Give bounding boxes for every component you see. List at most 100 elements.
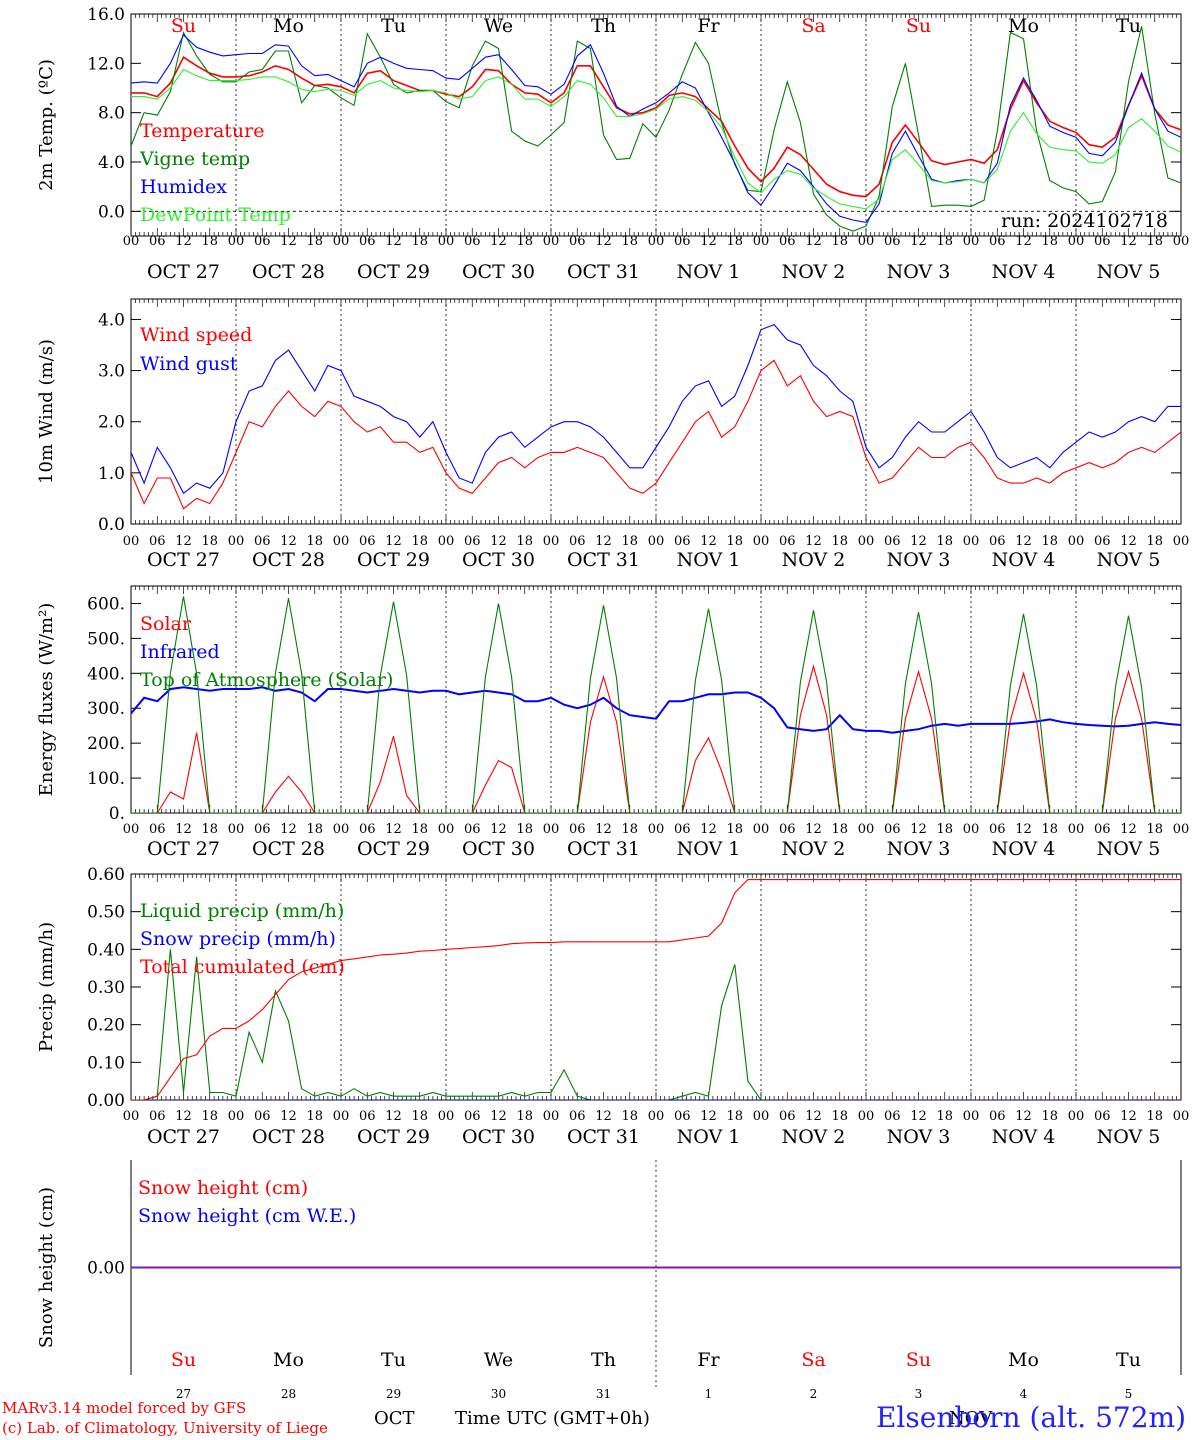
hour-tick-label: 00 — [963, 1109, 980, 1124]
y-tick-label: 12.0 — [87, 54, 125, 74]
hour-tick-label: 06 — [674, 822, 691, 837]
hour-tick-label: 06 — [779, 1109, 796, 1124]
plot-frame — [130, 585, 1182, 814]
legend-entry: DewPoint Temp — [140, 204, 291, 226]
y-tick-label: 0.10 — [87, 1053, 125, 1073]
hour-tick-label: 18 — [1146, 234, 1163, 249]
day-number-label: 31 — [596, 1387, 611, 1401]
hour-tick-label: 00 — [753, 234, 770, 249]
date-label: OCT 28 — [252, 261, 325, 283]
hour-tick-label: 18 — [621, 234, 638, 249]
hour-tick-label: 18 — [621, 822, 638, 837]
hour-tick-label: 12 — [490, 534, 507, 549]
weekday-label: Su — [171, 15, 196, 37]
hour-tick-label: 18 — [201, 1109, 218, 1124]
day-number-label: 2 — [810, 1387, 818, 1401]
y-tick-label: 0.60 — [87, 865, 125, 885]
legend-entry: Humidex — [140, 176, 227, 198]
weekday-label: Mo — [273, 1349, 304, 1371]
hour-tick-label: 12 — [910, 822, 927, 837]
date-label: NOV 3 — [887, 1126, 951, 1148]
hour-tick-label: 00 — [123, 234, 140, 249]
y-tick-label: 0.20 — [87, 1016, 125, 1036]
hour-tick-label: 00 — [963, 534, 980, 549]
hour-tick-label: 18 — [411, 534, 428, 549]
hour-tick-label: 06 — [779, 234, 796, 249]
hour-tick-label: 06 — [674, 1109, 691, 1124]
hour-tick-label: 18 — [1041, 534, 1058, 549]
legend-entry: Snow height (cm W.E.) — [138, 1205, 356, 1227]
date-label: OCT 31 — [567, 261, 640, 283]
hour-tick-label: 18 — [726, 534, 743, 549]
hour-tick-label: 12 — [1015, 234, 1032, 249]
hour-tick-label: 00 — [333, 1109, 350, 1124]
hour-tick-label: 06 — [1094, 534, 1111, 549]
hour-tick-label: 00 — [543, 534, 560, 549]
date-label: NOV 3 — [887, 549, 951, 571]
weekday-label: Mo — [1008, 1349, 1039, 1371]
date-label: NOV 1 — [677, 1126, 741, 1148]
hour-tick-label: 12 — [700, 234, 717, 249]
panel-precip: 0.00 0.10 0.20 0.30 0.40 0.50 0.60 Precip (mm/h… — [36, 865, 1189, 1148]
model-credit: MARv3.14 model forced by GFS — [2, 1399, 246, 1417]
weekday-label: Fr — [697, 1349, 720, 1371]
y-tick-label: 500. — [87, 629, 125, 649]
hour-tick-label: 18 — [1041, 822, 1058, 837]
hour-tick-label: 06 — [149, 1109, 166, 1124]
hour-tick-label: 18 — [621, 1109, 638, 1124]
legend-entry: Top of Atmosphere (Solar) — [140, 669, 393, 691]
hour-tick-label: 00 — [228, 1109, 245, 1124]
hour-tick-label: 00 — [543, 234, 560, 249]
hour-tick-label: 12 — [175, 822, 192, 837]
hour-tick-label: 00 — [858, 822, 875, 837]
day-number-label: 4 — [1020, 1387, 1028, 1401]
hour-tick-label: 00 — [1068, 822, 1085, 837]
hour-tick-label: 12 — [1120, 234, 1137, 249]
hour-tick-label: 18 — [831, 1109, 848, 1124]
hour-tick-label: 06 — [254, 234, 271, 249]
day-number-label: 1 — [705, 1387, 713, 1401]
hour-tick-label: 12 — [385, 534, 402, 549]
hour-tick-label: 12 — [805, 1109, 822, 1124]
hour-tick-label: 18 — [201, 822, 218, 837]
hour-tick-label: 06 — [254, 822, 271, 837]
hour-tick-label: 00 — [1173, 1109, 1190, 1124]
weekday-label: Sa — [801, 1349, 825, 1371]
hour-tick-label: 00 — [753, 534, 770, 549]
panel-snow: 0.00 Snow height (cm) Su Mo Tu We Th Fr Sa Su Mo Tu… — [36, 1160, 1182, 1401]
hour-tick-label: 00 — [648, 234, 665, 249]
y-axis-title: Precip (mm/h) — [36, 922, 57, 1052]
hour-tick-label: 18 — [411, 234, 428, 249]
hour-tick-label: 18 — [726, 1109, 743, 1124]
hour-tick-label: 12 — [175, 534, 192, 549]
month-label-oct: OCT — [374, 1408, 415, 1429]
hour-tick-label: 06 — [569, 1109, 586, 1124]
date-label: OCT 29 — [357, 549, 430, 571]
hour-tick-label: 00 — [228, 534, 245, 549]
date-label: NOV 1 — [677, 838, 741, 860]
hour-tick-label: 06 — [1094, 234, 1111, 249]
date-label: NOV 3 — [887, 261, 951, 283]
date-label: OCT 27 — [147, 838, 220, 860]
y-tick-label: 400. — [87, 664, 125, 684]
hour-tick-label: 06 — [674, 534, 691, 549]
hour-tick-label: 12 — [175, 234, 192, 249]
hour-tick-label: 00 — [1068, 534, 1085, 549]
y-tick-label: 4.0 — [98, 153, 125, 173]
y-tick-label: 0.30 — [87, 978, 125, 998]
legend-entry: Vigne temp — [139, 148, 250, 170]
weekday-label: Su — [906, 15, 931, 37]
lab-credit: (c) Lab. of Climatology, University of L… — [2, 1419, 328, 1437]
day-number-label: 30 — [491, 1387, 506, 1401]
hour-tick-label: 06 — [1094, 1109, 1111, 1124]
weekday-label: Tu — [1116, 15, 1141, 37]
weekday-label: Th — [591, 1349, 616, 1371]
day-number-label: 28 — [281, 1387, 296, 1401]
hour-tick-label: 06 — [149, 534, 166, 549]
date-label: OCT 27 — [147, 549, 220, 571]
hour-tick-label: 06 — [149, 234, 166, 249]
hour-tick-label: 06 — [989, 234, 1006, 249]
weekday-label: Su — [906, 1349, 931, 1371]
hour-tick-label: 06 — [359, 234, 376, 249]
hour-tick-label: 06 — [254, 1109, 271, 1124]
